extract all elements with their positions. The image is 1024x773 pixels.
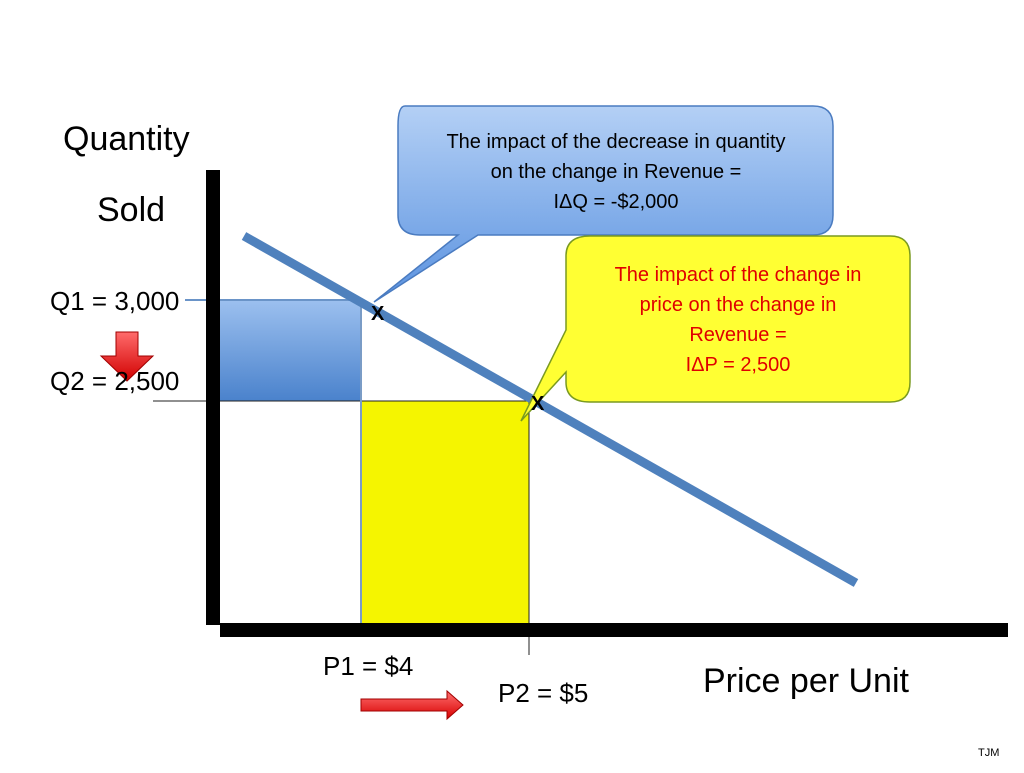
- x-axis: [220, 623, 1008, 637]
- point-marker-1: X: [371, 303, 385, 325]
- footer-initials: TJM: [978, 747, 999, 759]
- q2-label: Q2 = 2,500: [50, 366, 179, 396]
- y-axis-label-line-2: Sold: [97, 191, 165, 229]
- price-effect-callout: The impact of the change in price on the…: [520, 235, 911, 422]
- demand-line: [241, 232, 859, 587]
- p2-label: P2 = $5: [498, 678, 588, 708]
- quantity-callout-line-2: on the change in Revenue =: [491, 161, 742, 183]
- y-axis: [206, 170, 220, 625]
- x-axis-label: Price per Unit: [703, 662, 910, 700]
- quantity-effect-region: [218, 300, 361, 401]
- p1-label: P1 = $4: [323, 651, 413, 681]
- price-callout-line-4: IΔP = 2,500: [686, 354, 791, 376]
- y-axis-label-line-1: Quantity: [63, 120, 190, 158]
- quantity-callout-line-1: The impact of the decrease in quantity: [446, 131, 785, 153]
- price-callout-line-3: Revenue =: [689, 324, 786, 346]
- price-callout-line-1: The impact of the change in: [615, 264, 862, 286]
- q1-label: Q1 = 3,000: [50, 286, 179, 316]
- red-down-arrow-icon: [99, 331, 155, 382]
- quantity-effect-callout: The impact of the decrease in quantity o…: [373, 105, 834, 303]
- price-callout-line-2: price on the change in: [640, 294, 837, 316]
- price-effect-region: [361, 401, 529, 623]
- quantity-callout-line-3: IΔQ = -$2,000: [553, 191, 678, 213]
- red-right-arrow-icon: [360, 689, 464, 721]
- point-marker-2: X: [531, 393, 545, 415]
